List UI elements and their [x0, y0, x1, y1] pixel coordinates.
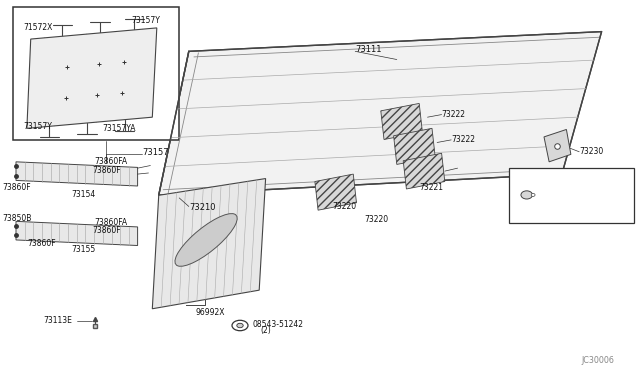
Text: 71572X: 71572X	[24, 23, 53, 32]
Text: 73222: 73222	[451, 135, 475, 144]
Text: 73230: 73230	[579, 147, 604, 156]
Text: 73860F: 73860F	[2, 183, 31, 192]
Text: 73221: 73221	[419, 183, 444, 192]
Polygon shape	[544, 129, 571, 162]
Ellipse shape	[521, 191, 532, 199]
Bar	[509, 168, 634, 223]
Text: 73220: 73220	[365, 215, 389, 224]
Text: 73222: 73222	[442, 110, 466, 119]
Text: 73860F: 73860F	[93, 226, 122, 235]
Ellipse shape	[175, 214, 237, 266]
Text: (RR): (RR)	[565, 206, 580, 212]
Text: 73860FA: 73860FA	[95, 157, 128, 166]
Text: 73157Y: 73157Y	[131, 16, 160, 25]
Text: 73154: 73154	[72, 190, 96, 199]
Polygon shape	[381, 103, 422, 140]
Polygon shape	[27, 28, 157, 128]
Ellipse shape	[237, 323, 243, 328]
Text: S: S	[238, 323, 242, 328]
Polygon shape	[152, 179, 266, 309]
Text: 73162: 73162	[565, 184, 589, 193]
Text: 73860F: 73860F	[93, 166, 122, 175]
Text: 73860FA: 73860FA	[95, 218, 128, 227]
Text: JC30006: JC30006	[582, 356, 614, 365]
Polygon shape	[403, 153, 445, 189]
Polygon shape	[159, 32, 602, 195]
Polygon shape	[394, 128, 435, 164]
Text: 73155: 73155	[72, 246, 96, 254]
Text: 73210: 73210	[189, 203, 215, 212]
Ellipse shape	[232, 320, 248, 331]
Bar	[13, 7, 179, 140]
Text: 73157Y: 73157Y	[24, 122, 52, 131]
Text: 73220: 73220	[333, 202, 357, 211]
Text: (FR&CTR): (FR&CTR)	[565, 192, 597, 198]
Polygon shape	[16, 162, 138, 186]
Polygon shape	[315, 174, 356, 210]
Text: 73150N: 73150N	[565, 198, 595, 207]
Text: 73157: 73157	[142, 148, 169, 157]
Text: 73157YA: 73157YA	[102, 124, 136, 133]
Text: 73111: 73111	[355, 45, 381, 54]
Text: 08543-51242: 08543-51242	[253, 320, 304, 329]
Text: 73850B: 73850B	[2, 214, 31, 223]
Ellipse shape	[531, 193, 535, 196]
Text: EXC. F/ROOF RACK: EXC. F/ROOF RACK	[514, 170, 586, 179]
Text: 73113E: 73113E	[44, 316, 72, 325]
Text: 96992X: 96992X	[195, 308, 225, 317]
Polygon shape	[16, 221, 138, 246]
Text: (2): (2)	[260, 326, 271, 335]
Text: 73860F: 73860F	[27, 239, 56, 248]
